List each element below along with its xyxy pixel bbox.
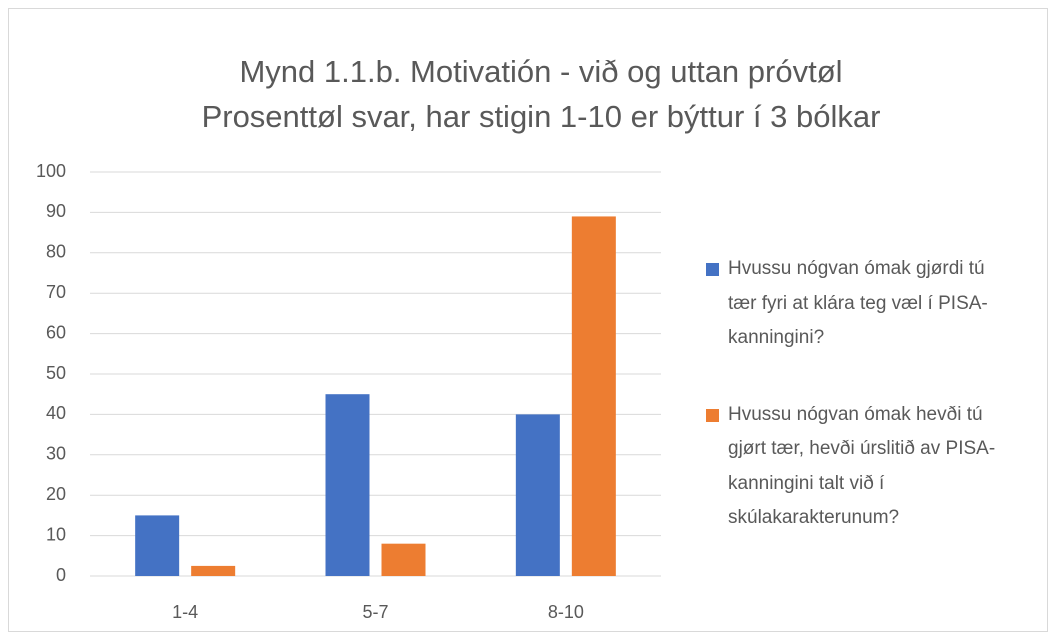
y-tick-label: 100: [36, 161, 66, 181]
y-tick-label: 60: [46, 322, 66, 342]
x-tick-label: 1-4: [172, 602, 198, 622]
bar: [191, 565, 236, 576]
chart-subtitle: Prosenttøl svar, har stigin 1-10 er býtt…: [202, 99, 881, 134]
y-tick-label: 10: [46, 524, 66, 544]
chart-title: Mynd 1.1.b. Motivatión - við og uttan pr…: [239, 54, 842, 89]
bar: [571, 216, 616, 576]
legend-entry: Hvussu nógvan ómak hevði tú gjørt tær, h…: [706, 398, 1016, 536]
y-tick-label: 0: [56, 565, 66, 585]
y-tick-label: 30: [46, 444, 66, 464]
y-tick-label: 50: [46, 363, 66, 383]
bar: [515, 414, 560, 576]
legend-entry: Hvussu nógvan ómak gjørdi tú tær fyri at…: [706, 252, 1016, 356]
bar: [135, 515, 180, 576]
y-tick-label: 40: [46, 403, 66, 423]
bar: [381, 543, 426, 576]
legend-swatch: [706, 263, 719, 276]
legend-label: Hvussu nógvan ómak gjørdi tú tær fyri at…: [728, 258, 988, 348]
x-tick-label: 8-10: [548, 602, 584, 622]
bar: [325, 394, 370, 576]
legend: Hvussu nógvan ómak gjørdi tú tær fyri at…: [706, 252, 1016, 578]
y-tick-label: 80: [46, 242, 66, 262]
y-tick-label: 90: [46, 201, 66, 221]
x-tick-label: 5-7: [362, 602, 388, 622]
y-tick-label: 20: [46, 484, 66, 504]
y-tick-label: 70: [46, 282, 66, 302]
legend-label: Hvussu nógvan ómak hevði tú gjørt tær, h…: [728, 403, 996, 529]
legend-swatch: [706, 408, 719, 422]
